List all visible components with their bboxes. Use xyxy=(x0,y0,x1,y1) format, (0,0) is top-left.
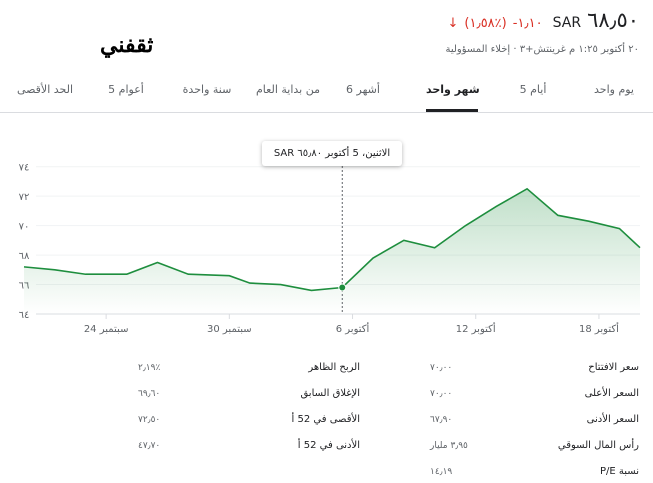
stat-label: الأقصى في 52 أ xyxy=(291,414,360,425)
stat-value: ٦٧٫٩٠ xyxy=(430,415,453,425)
price-header: ٦٨٫٥٠ SAR ١٫١٠- (٪١٫٥٨) ↓ xyxy=(448,8,639,32)
price-change: ١٫١٠- xyxy=(512,16,543,31)
chart-tooltip: الاثنين، 5 أكتوبر ٦٥٫٨٠ SAR xyxy=(262,141,402,166)
stock-price: ٦٨٫٥٠ xyxy=(587,8,639,32)
stat-label: الأدنى في 52 أ xyxy=(297,440,360,451)
x-tick-label: 24 سبتمبر xyxy=(84,324,129,335)
tab-4[interactable]: من بداية العام xyxy=(256,83,320,96)
stat-label: السعر الأعلى xyxy=(584,388,639,399)
tab-0[interactable]: يوم واحد xyxy=(594,83,634,96)
stat-label: نسبة P/E xyxy=(600,466,639,477)
y-tick-label: ٦٨ xyxy=(19,251,30,262)
tab-5[interactable]: سنة واحدة xyxy=(182,83,232,96)
stat-value: ٪٢٫١٩ xyxy=(138,363,161,373)
stat-value: ٦٩٫٦٠ xyxy=(138,389,161,399)
x-tick-label: 6 أكتوبر xyxy=(336,322,370,335)
y-tick-label: ٧٤ xyxy=(19,163,30,174)
stat-label: السعر الأدنى xyxy=(586,414,639,425)
stat-value: ٧٠٫٠٠ xyxy=(430,363,453,373)
stat-label: رأس المال السوقي xyxy=(557,440,639,451)
timestamp-disclaimer: ٢٠ أكتوبر ١:٢٥ م غرينتش+٣ · إخلاء المسؤو… xyxy=(445,44,639,55)
stat-label: الربح الظاهر xyxy=(308,362,360,373)
series-area xyxy=(24,188,640,314)
currency-code: SAR xyxy=(552,15,582,31)
tab-7[interactable]: الحد الأقصى xyxy=(16,83,74,96)
stat-value: ٧٢٫٥٠ xyxy=(138,415,161,425)
stat-value: ٧٠٫٠٠ xyxy=(430,389,453,399)
stat-value: ٤٧٫٧٠ xyxy=(138,441,161,451)
x-tick-label: 12 أكتوبر xyxy=(456,322,496,335)
active-tab-underline xyxy=(426,109,478,112)
stat-label: الإغلاق السابق xyxy=(300,388,360,399)
highlight-point xyxy=(338,283,347,292)
arrow-down-icon: ↓ xyxy=(447,16,459,31)
y-tick-label: ٧٠ xyxy=(19,222,30,233)
price-change-percent: (٪١٫٥٨) xyxy=(464,16,507,31)
x-tick-label: 30 سبتمبر xyxy=(207,324,252,335)
y-tick-label: ٧٢ xyxy=(19,192,30,203)
stat-label: سعر الافتتاح xyxy=(588,362,639,373)
tab-1[interactable]: 5 أيام xyxy=(519,83,547,96)
range-tabs: يوم واحد 5 أيام شهر واحد 6 أشهر من بداية الع… xyxy=(0,72,653,113)
tab-6[interactable]: 5 أعوام xyxy=(108,83,144,96)
tab-2[interactable]: شهر واحد xyxy=(426,72,480,112)
brand-logo: ثقفني xyxy=(100,32,154,58)
x-tick-label: 18 أكتوبر xyxy=(579,322,619,335)
y-tick-label: ٦٤ xyxy=(19,310,30,321)
stat-value: ١٤٫١٩ xyxy=(430,467,453,477)
stat-value: ٣٫٩٥ مليار xyxy=(430,441,468,451)
tab-3[interactable]: 6 أشهر xyxy=(346,83,380,96)
